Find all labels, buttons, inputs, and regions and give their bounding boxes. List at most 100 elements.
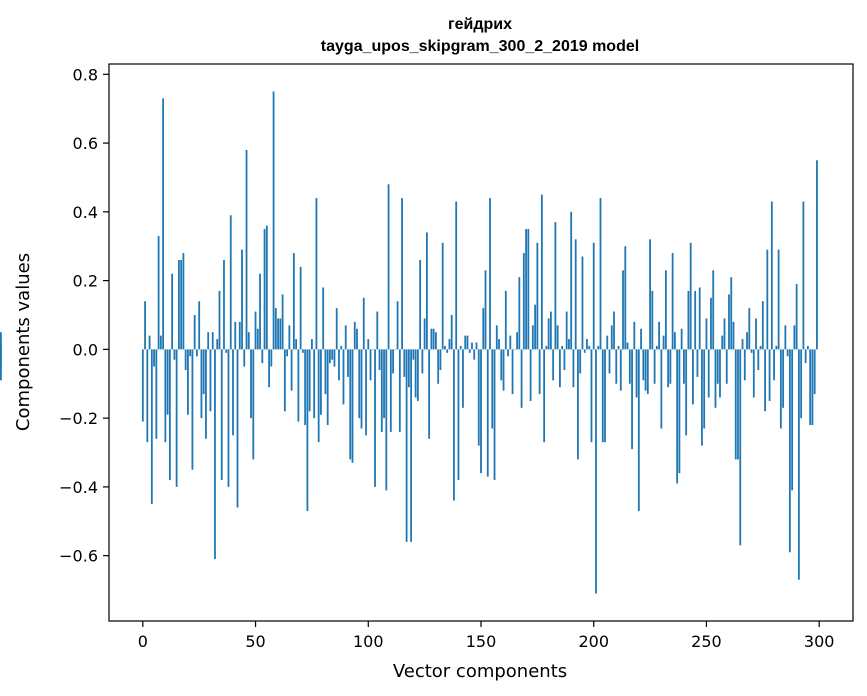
bar: [299, 266, 302, 350]
bar: [793, 325, 796, 350]
bar: [317, 349, 320, 443]
bar: [435, 332, 437, 350]
bar: [292, 253, 295, 350]
bar: [236, 349, 239, 508]
bar: [752, 349, 755, 398]
bar: [649, 239, 651, 350]
bar: [660, 349, 663, 429]
bar: [220, 349, 223, 481]
bar: [362, 297, 365, 350]
bar: [586, 339, 588, 350]
bar: [644, 349, 647, 391]
bar: [538, 349, 541, 395]
bar: [279, 318, 282, 350]
bar: [653, 349, 656, 384]
x-axis-label: Vector components: [393, 661, 567, 682]
bar: [712, 270, 715, 350]
bar: [157, 235, 160, 350]
bar: [556, 325, 559, 350]
bar: [642, 349, 645, 381]
bar: [162, 98, 165, 350]
bar: [198, 301, 201, 350]
bar: [385, 349, 388, 491]
bar: [272, 91, 275, 350]
bar: [662, 335, 665, 350]
bar: [187, 349, 189, 415]
bar: [223, 259, 225, 350]
bar: [234, 321, 237, 350]
bar: [606, 335, 609, 350]
bar: [148, 335, 151, 350]
bar: [441, 242, 444, 350]
bars-group: [0, 91, 818, 594]
bar: [207, 332, 210, 350]
x-tick-label: 0: [138, 632, 148, 651]
bar: [626, 342, 629, 350]
bar: [610, 325, 613, 350]
bar: [250, 349, 252, 419]
bar: [770, 201, 773, 350]
y-tick-label: 0.4: [73, 203, 98, 222]
bar: [159, 335, 162, 350]
bar: [353, 321, 356, 350]
bar: [423, 318, 426, 350]
bar: [687, 290, 690, 350]
bar: [572, 349, 575, 388]
bar: [229, 215, 232, 350]
bar: [396, 301, 399, 350]
bar: [304, 349, 307, 426]
x-axis: 0 50 100 150 200 250 300: [138, 621, 834, 651]
bar: [356, 328, 358, 350]
bar: [333, 349, 336, 367]
bar: [193, 314, 196, 350]
bar: [527, 229, 530, 350]
bar: [326, 349, 329, 426]
bar: [631, 349, 633, 450]
bar: [430, 328, 433, 350]
bar: [265, 225, 268, 350]
bar: [464, 335, 467, 350]
bar: [241, 249, 243, 350]
bar: [416, 349, 419, 401]
bar: [637, 349, 640, 511]
bar: [595, 349, 597, 594]
bar: [761, 301, 764, 350]
bar: [788, 349, 791, 553]
bar: [306, 349, 309, 511]
bar: [144, 301, 146, 350]
bar: [182, 253, 185, 350]
bar: [498, 339, 500, 350]
bar: [286, 349, 289, 357]
bar: [335, 308, 338, 350]
bar: [784, 325, 787, 350]
bar: [692, 349, 694, 405]
x-tick-label: 250: [691, 632, 722, 651]
bar: [568, 339, 570, 350]
bar: [759, 345, 762, 350]
bar: [462, 349, 464, 408]
bar: [281, 294, 284, 350]
bar: [773, 349, 775, 381]
bar: [583, 349, 586, 353]
bar: [191, 349, 194, 470]
bar: [710, 297, 712, 350]
bar: [725, 349, 728, 384]
bar: [755, 318, 757, 350]
bar: [205, 349, 207, 439]
bar: [511, 349, 514, 395]
bar: [414, 349, 417, 398]
bar: [324, 349, 327, 395]
bar: [685, 349, 688, 436]
bar: [703, 349, 706, 429]
bar: [795, 284, 798, 350]
bar: [547, 318, 550, 350]
bar: [175, 349, 178, 487]
bar: [380, 349, 383, 432]
bar: [437, 349, 440, 384]
y-tick-label: 0.0: [73, 340, 98, 359]
bar: [536, 242, 539, 350]
bar: [673, 332, 676, 350]
bar: [791, 349, 794, 491]
bar: [468, 349, 471, 353]
bar: [450, 314, 453, 350]
